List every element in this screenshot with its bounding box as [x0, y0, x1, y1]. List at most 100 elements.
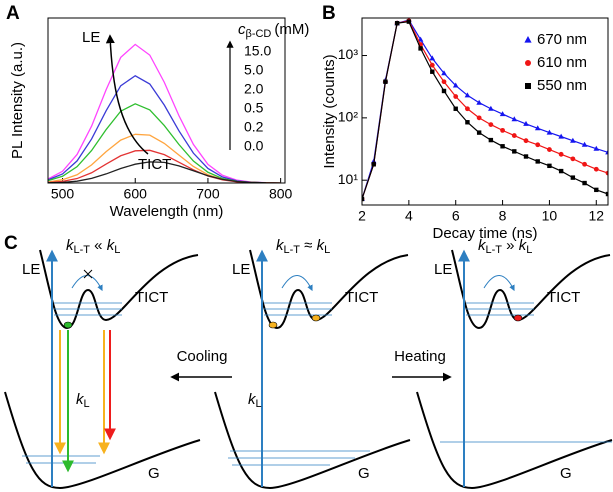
subscript: L-T [486, 244, 503, 256]
legend-label: 670 nm [537, 31, 587, 48]
point [499, 111, 506, 117]
point [488, 105, 494, 111]
point [534, 125, 541, 131]
panel-label: B [322, 3, 336, 24]
point [488, 137, 494, 143]
point [488, 122, 494, 127]
point [464, 92, 471, 98]
transfer-arc [483, 275, 515, 292]
y-tick-label: 10³ [338, 46, 359, 62]
legend-title: cβ-CD (mM) [238, 21, 309, 40]
legend-label: 5.0 [244, 62, 264, 78]
x-tick-label: 4 [405, 208, 413, 224]
point [535, 142, 541, 148]
symbol: k [76, 391, 85, 408]
point [406, 19, 412, 24]
point [570, 137, 576, 143]
population [63, 321, 73, 329]
unit: (mM) [274, 21, 309, 38]
symbol: k [248, 391, 257, 408]
point [453, 106, 458, 111]
relation: » [502, 237, 519, 254]
symbol: k [519, 237, 528, 254]
emission-label: kL [248, 391, 262, 410]
x-tick-label: 12 [588, 208, 604, 224]
point [441, 79, 447, 85]
legend-label: 610 nm [537, 54, 587, 71]
legend-label: 0.2 [244, 119, 264, 135]
point [558, 168, 564, 174]
state-label: G [358, 465, 370, 482]
point [535, 159, 540, 164]
point [383, 79, 388, 84]
point [582, 161, 587, 167]
point [605, 191, 608, 197]
point [581, 141, 588, 147]
subscript: L [324, 244, 330, 256]
state-label: TICT [345, 289, 378, 306]
point [441, 70, 447, 76]
frame [47, 17, 286, 184]
point [547, 163, 552, 169]
subscript: β-CD [246, 28, 272, 40]
population [268, 321, 278, 329]
state-label: G [148, 465, 160, 482]
frame [361, 17, 609, 206]
transfer-arc [281, 275, 313, 292]
point [512, 149, 517, 154]
x-tick-label: 2 [358, 208, 366, 224]
point [523, 154, 529, 159]
point [605, 149, 608, 155]
x-tick-label: 800 [269, 186, 293, 202]
y-axis-title: PL Intensity (a.u.) [9, 42, 26, 159]
annotation: TICT [138, 156, 171, 173]
point [371, 162, 376, 167]
point [593, 166, 599, 172]
x-tick-label: 600 [124, 186, 148, 202]
annotation-arrow [105, 34, 149, 155]
point [441, 88, 447, 94]
point [511, 133, 517, 138]
point [500, 144, 505, 149]
point [476, 99, 482, 105]
state-label: LE [22, 261, 40, 278]
legend-marker [525, 83, 531, 89]
plot-area [362, 18, 608, 202]
rate-label: kL-T » kL [478, 237, 532, 256]
series-line [48, 161, 281, 183]
point [500, 127, 505, 133]
point [558, 133, 564, 139]
panel-label: A [6, 3, 20, 24]
series-line [362, 20, 608, 200]
state-label: G [560, 465, 572, 482]
point [605, 170, 608, 176]
point [523, 138, 529, 144]
excited-curve [39, 249, 199, 330]
annotation: LE [82, 29, 100, 46]
excited-curve [249, 249, 409, 330]
point [429, 55, 436, 61]
point [523, 120, 529, 126]
point [429, 62, 435, 68]
state-label: LE [434, 261, 452, 278]
state-label: LE [232, 261, 250, 278]
point [394, 21, 400, 26]
subscript: L [114, 244, 120, 256]
point [594, 187, 599, 193]
point [546, 129, 553, 135]
point [547, 147, 552, 152]
state-label: TICT [135, 289, 168, 306]
legend-label: 0.0 [244, 138, 264, 154]
point [511, 116, 518, 122]
legend-label: 550 nm [537, 77, 587, 94]
y-tick-label: 10² [338, 109, 359, 125]
cross [83, 269, 93, 279]
point [452, 82, 459, 88]
relation: « [90, 237, 107, 254]
y-axis-title: Intensity (counts) [321, 54, 338, 168]
plot-area [48, 43, 281, 183]
legend-marker [524, 36, 532, 43]
y-tick-label: 10¹ [338, 171, 359, 187]
